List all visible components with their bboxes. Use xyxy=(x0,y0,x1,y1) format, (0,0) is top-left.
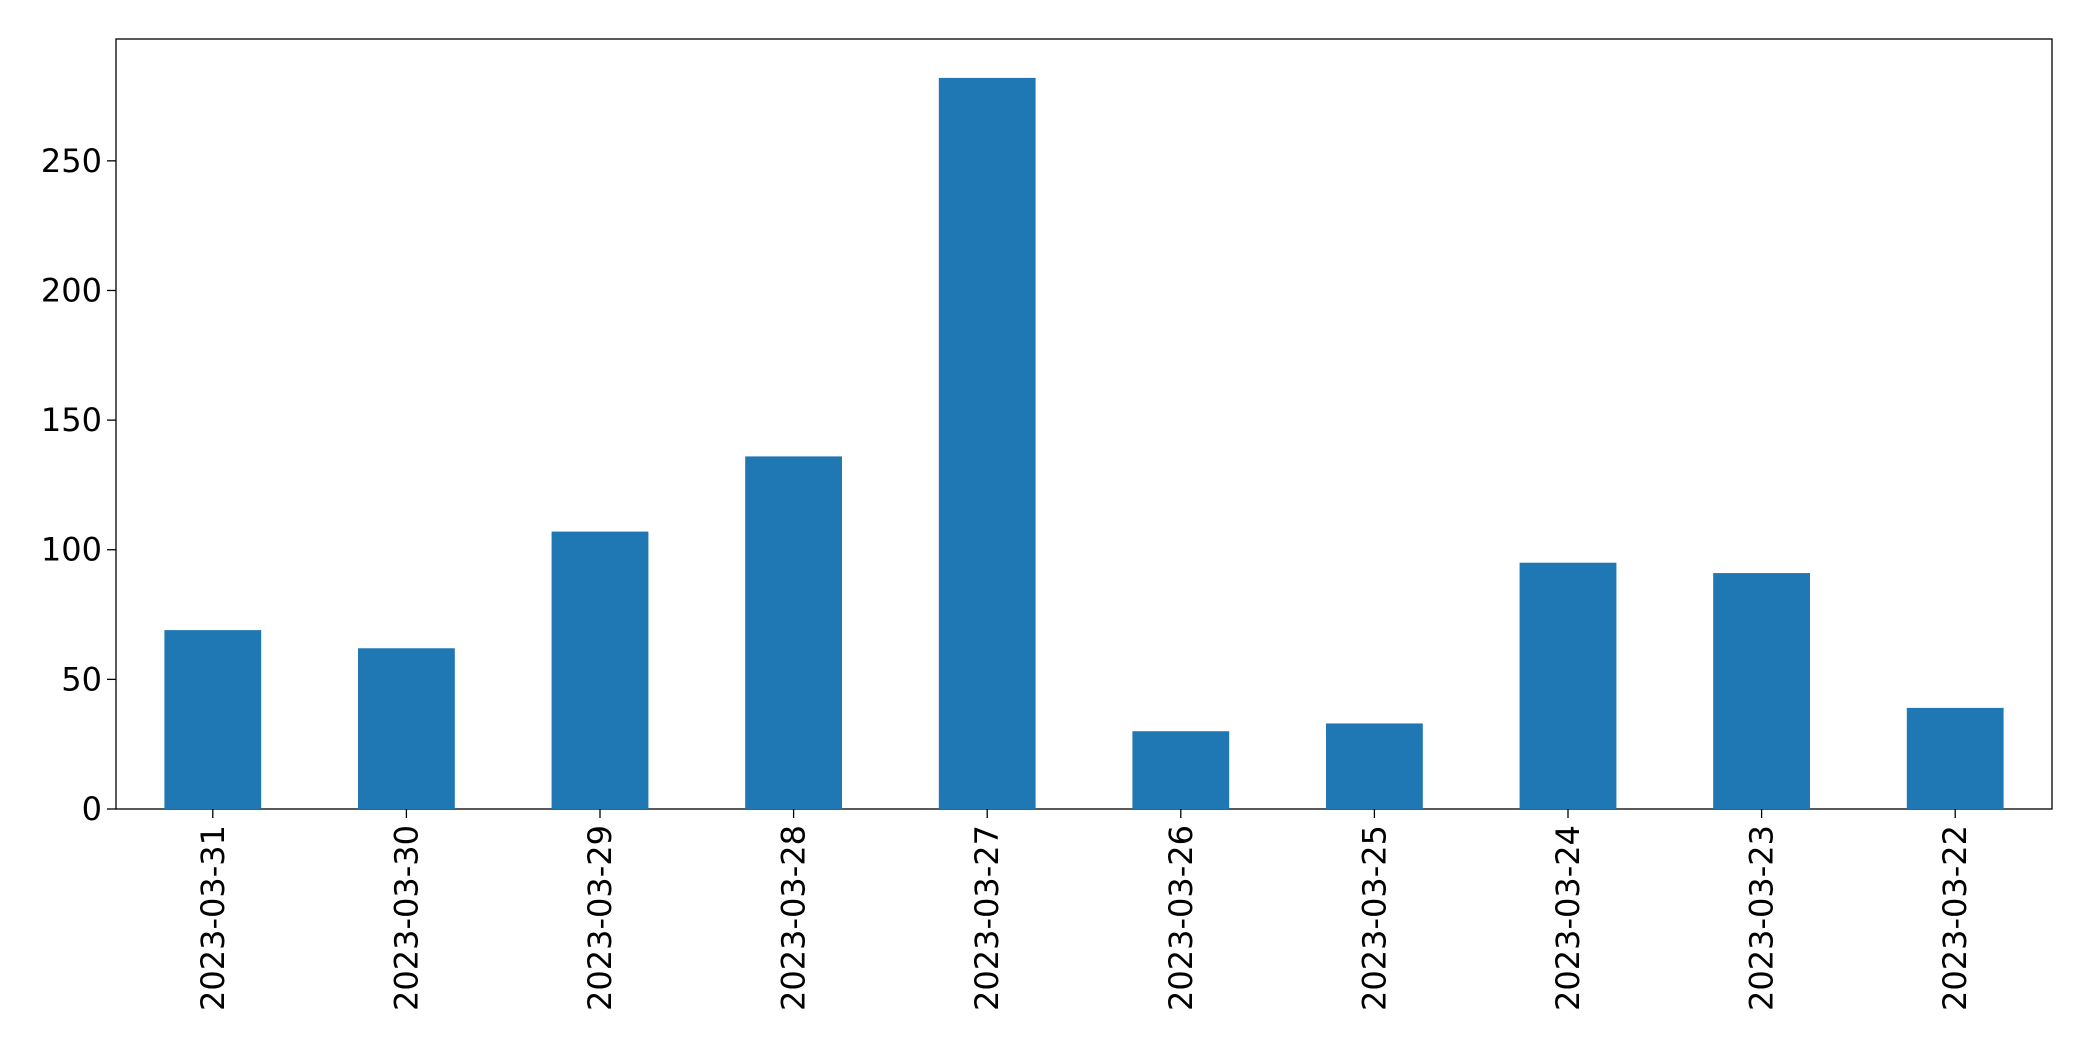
x-tick-label: 2023-03-24 xyxy=(1549,825,1587,1011)
bar xyxy=(358,648,455,809)
bar xyxy=(551,531,649,809)
x-tick-label: 2023-03-26 xyxy=(1162,825,1200,1011)
x-tick-label: 2023-03-31 xyxy=(194,825,232,1011)
y-tick-label: 250 xyxy=(41,142,102,180)
y-tick-label: 150 xyxy=(41,401,102,439)
y-tick-label: 100 xyxy=(41,531,102,569)
y-tick-label: 200 xyxy=(41,271,102,309)
y-tick-label: 50 xyxy=(61,660,102,698)
bar xyxy=(1906,707,2004,809)
bar xyxy=(164,630,262,809)
bar xyxy=(1132,731,1230,809)
x-tick-label: 2023-03-25 xyxy=(1355,825,1393,1011)
bar xyxy=(745,456,842,809)
x-tick-label: 2023-03-22 xyxy=(1936,825,1974,1011)
x-tick-label: 2023-03-28 xyxy=(775,825,813,1011)
bar xyxy=(1326,723,1423,809)
x-tick-label: 2023-03-27 xyxy=(968,825,1006,1011)
bar xyxy=(1519,562,1617,809)
x-tick-label: 2023-03-30 xyxy=(387,825,425,1011)
bar xyxy=(938,77,1036,809)
plot-frame xyxy=(115,38,2053,810)
bar xyxy=(1713,573,1810,809)
y-tick-label: 0 xyxy=(82,790,102,828)
x-tick-label: 2023-03-23 xyxy=(1743,825,1781,1011)
x-tick-label: 2023-03-29 xyxy=(581,825,619,1011)
